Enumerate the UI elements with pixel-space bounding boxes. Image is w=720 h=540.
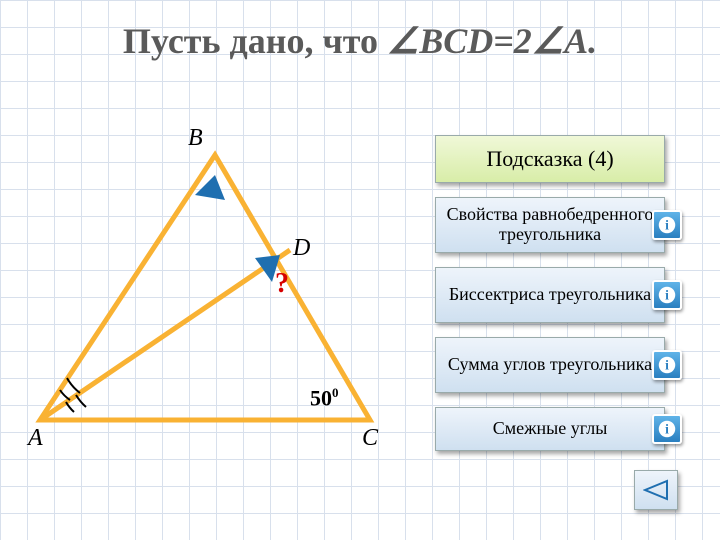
- svg-text:i: i: [665, 422, 669, 437]
- angle-arc-a3: [66, 402, 74, 412]
- question-mark: ?: [275, 268, 289, 300]
- property-label: Сумма углов треугольника: [448, 355, 652, 375]
- angle-arc-a4: [76, 395, 86, 407]
- hint-button[interactable]: Подсказка (4): [435, 135, 665, 183]
- property-label: Биссектриса треугольника: [449, 285, 651, 305]
- svg-text:i: i: [665, 218, 669, 233]
- angle-value-num: 50: [310, 385, 332, 410]
- angle-value: 500: [310, 385, 339, 411]
- hint-panel: Подсказка (4) Свойства равнобедренного т…: [420, 135, 680, 465]
- info-icon[interactable]: i: [652, 350, 682, 380]
- angle-arc-a1: [60, 390, 70, 400]
- back-button[interactable]: [634, 470, 678, 510]
- hint-label: Подсказка (4): [486, 146, 613, 172]
- info-icon[interactable]: i: [652, 414, 682, 444]
- info-icon[interactable]: i: [652, 210, 682, 240]
- property-bisector[interactable]: Биссектриса треугольника i: [435, 267, 665, 323]
- svg-text:i: i: [665, 358, 669, 373]
- property-label: Смежные углы: [493, 419, 608, 439]
- triangle-figure: [0, 0, 420, 470]
- segment-ad: [40, 250, 290, 420]
- property-angle-sum[interactable]: Сумма углов треугольника i: [435, 337, 665, 393]
- property-isosceles[interactable]: Свойства равнобедренного треугольника i: [435, 197, 665, 253]
- vertex-label-c: C: [362, 425, 378, 452]
- property-label: Свойства равнобедренного треугольника: [444, 205, 656, 245]
- property-adjacent-angles[interactable]: Смежные углы i: [435, 407, 665, 451]
- vertex-label-d: D: [293, 235, 310, 262]
- vertex-label-b: B: [188, 125, 203, 152]
- back-arrow-icon: [643, 479, 669, 501]
- angle-arc-a2: [67, 378, 80, 393]
- vertex-label-a: A: [28, 425, 43, 452]
- angle-value-sup: 0: [332, 385, 339, 400]
- info-icon[interactable]: i: [652, 280, 682, 310]
- svg-text:i: i: [665, 288, 669, 303]
